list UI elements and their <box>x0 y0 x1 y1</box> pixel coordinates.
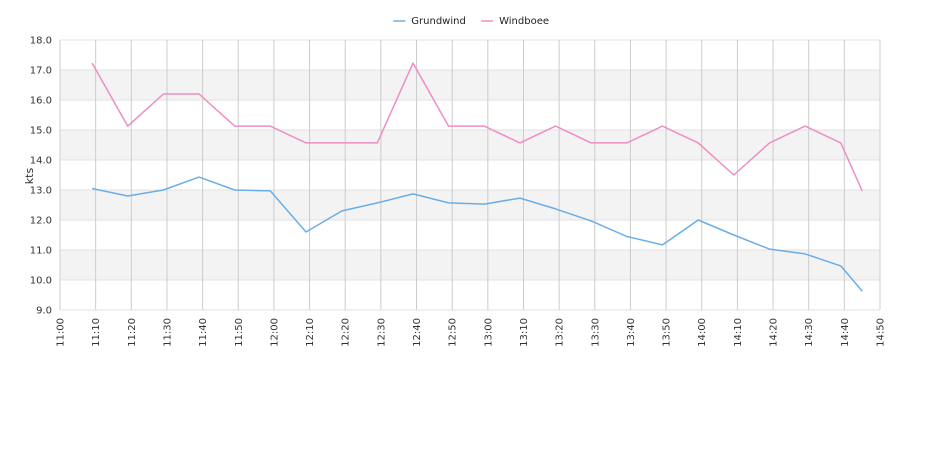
legend-label: Windboee <box>499 16 549 27</box>
legend-label: Grundwind <box>411 16 466 27</box>
x-tick-label: 14:20 <box>769 318 780 347</box>
x-tick-label: 14:30 <box>804 318 815 347</box>
legend-item-windboee[interactable]: Windboee <box>481 16 549 27</box>
x-tick-label: 12:20 <box>341 318 352 347</box>
x-tick-label: 12:00 <box>269 318 280 347</box>
x-tick-label: 14:50 <box>876 318 887 347</box>
grid-band <box>60 190 880 220</box>
x-tick-label: 13:20 <box>555 318 566 347</box>
y-tick-labels: 9.0 10.0 11.0 12.0 13.0 14.0 15.0 16.0 17.0 18.0 <box>30 36 52 317</box>
y-tick-label: 9.0 <box>36 306 52 317</box>
series-line-windboee <box>91 62 863 192</box>
grid-band <box>60 70 880 100</box>
x-tick-label: 12:40 <box>412 318 423 347</box>
x-tick-label: 11:10 <box>91 318 102 347</box>
x-tick-label: 11:50 <box>234 318 245 347</box>
x-tick-label: 13:00 <box>483 318 494 347</box>
y-tick-label: 12.0 <box>30 216 52 227</box>
x-tick-label: 11:30 <box>162 318 173 347</box>
y-axis-title: kts <box>23 168 36 185</box>
x-tick-label: 14:10 <box>733 318 744 347</box>
grid-band <box>60 130 880 160</box>
y-tick-label: 17.0 <box>30 66 52 77</box>
y-tick-label: 18.0 <box>30 36 52 47</box>
y-tick-label: 10.0 <box>30 276 52 287</box>
legend[interactable]: Grundwind Windboee <box>393 16 549 27</box>
x-tick-label: 13:40 <box>626 318 637 347</box>
x-tick-label: 11:40 <box>198 318 209 347</box>
x-tick-label: 13:30 <box>590 318 601 347</box>
y-tick-label: 14.0 <box>30 156 52 167</box>
series-lines <box>91 62 863 292</box>
vertical-grid <box>59 40 881 310</box>
x-tick-label: 14:40 <box>840 318 851 347</box>
y-tick-label: 11.0 <box>30 246 52 257</box>
x-tick-label: 11:20 <box>127 318 138 347</box>
grid-bands <box>60 70 880 280</box>
y-tick-label: 15.0 <box>30 126 52 137</box>
x-tick-label: 12:50 <box>448 318 459 347</box>
x-tick-label: 13:10 <box>519 318 530 347</box>
legend-item-grundwind[interactable]: Grundwind <box>393 16 466 27</box>
x-tick-label: 14:00 <box>697 318 708 347</box>
x-tick-label: 11:00 <box>56 318 67 347</box>
horizontal-grid <box>60 39 880 311</box>
y-tick-label: 13.0 <box>30 186 52 197</box>
x-tick-label: 12:10 <box>305 318 316 347</box>
x-tick-label: 13:50 <box>662 318 673 347</box>
grid-band <box>60 250 880 280</box>
y-tick-label: 16.0 <box>30 96 52 107</box>
series-line-grundwind <box>91 176 863 292</box>
x-tick-label: 12:30 <box>376 318 387 347</box>
x-tick-labels: 11:00 11:10 11:20 11:30 11:40 11:50 12:00 12:10… <box>56 318 887 347</box>
